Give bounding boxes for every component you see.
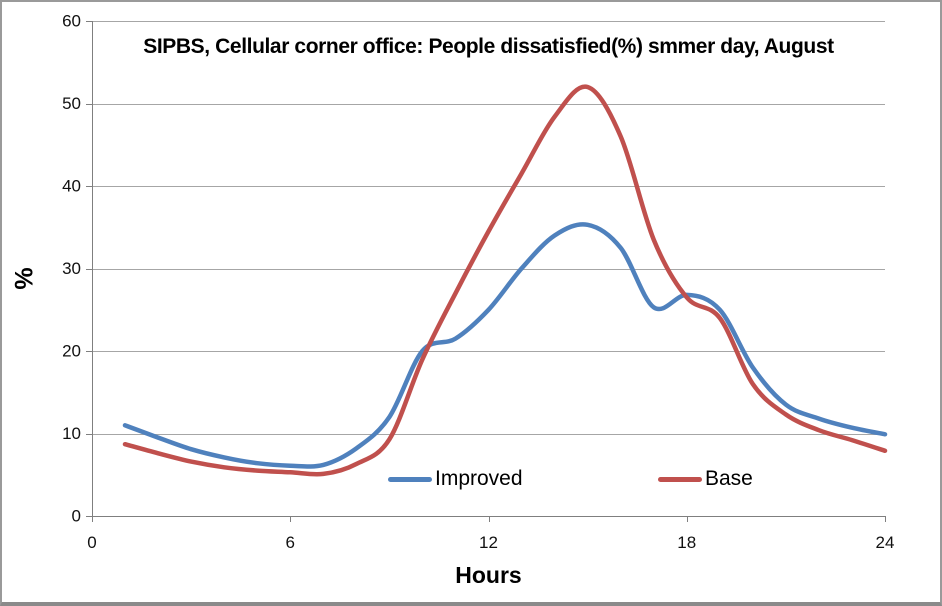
x-tick-label: 12 xyxy=(479,533,498,552)
x-axis-title: Hours xyxy=(455,562,522,588)
legend-line-swatch-base xyxy=(658,476,702,482)
y-tick-label: 0 xyxy=(72,507,81,526)
y-tick-label: 50 xyxy=(62,94,81,113)
y-axis-title: % xyxy=(10,267,39,290)
x-tick-label: 18 xyxy=(677,533,696,552)
chart-title: SIPBS, Cellular corner office: People di… xyxy=(143,35,834,58)
legend-label-improved: Improved xyxy=(435,467,523,490)
y-tick-label: 60 xyxy=(62,12,81,31)
x-tick-label: 24 xyxy=(876,533,895,552)
y-tick-label: 30 xyxy=(62,259,81,278)
series-line-base[interactable] xyxy=(122,84,888,477)
x-tick-label: 0 xyxy=(87,533,96,552)
x-tick-label: 6 xyxy=(286,533,295,552)
legend-item-improved[interactable]: Improved xyxy=(388,466,523,492)
y-tick-label: 20 xyxy=(62,342,81,361)
y-tick-label: 40 xyxy=(62,177,81,196)
legend-item-base[interactable]: Base xyxy=(658,466,753,492)
y-tick-label: 10 xyxy=(62,424,81,443)
legend-line-swatch-improved xyxy=(388,476,432,482)
legend-label-base: Base xyxy=(705,467,753,490)
series-line-improved[interactable] xyxy=(122,222,888,469)
